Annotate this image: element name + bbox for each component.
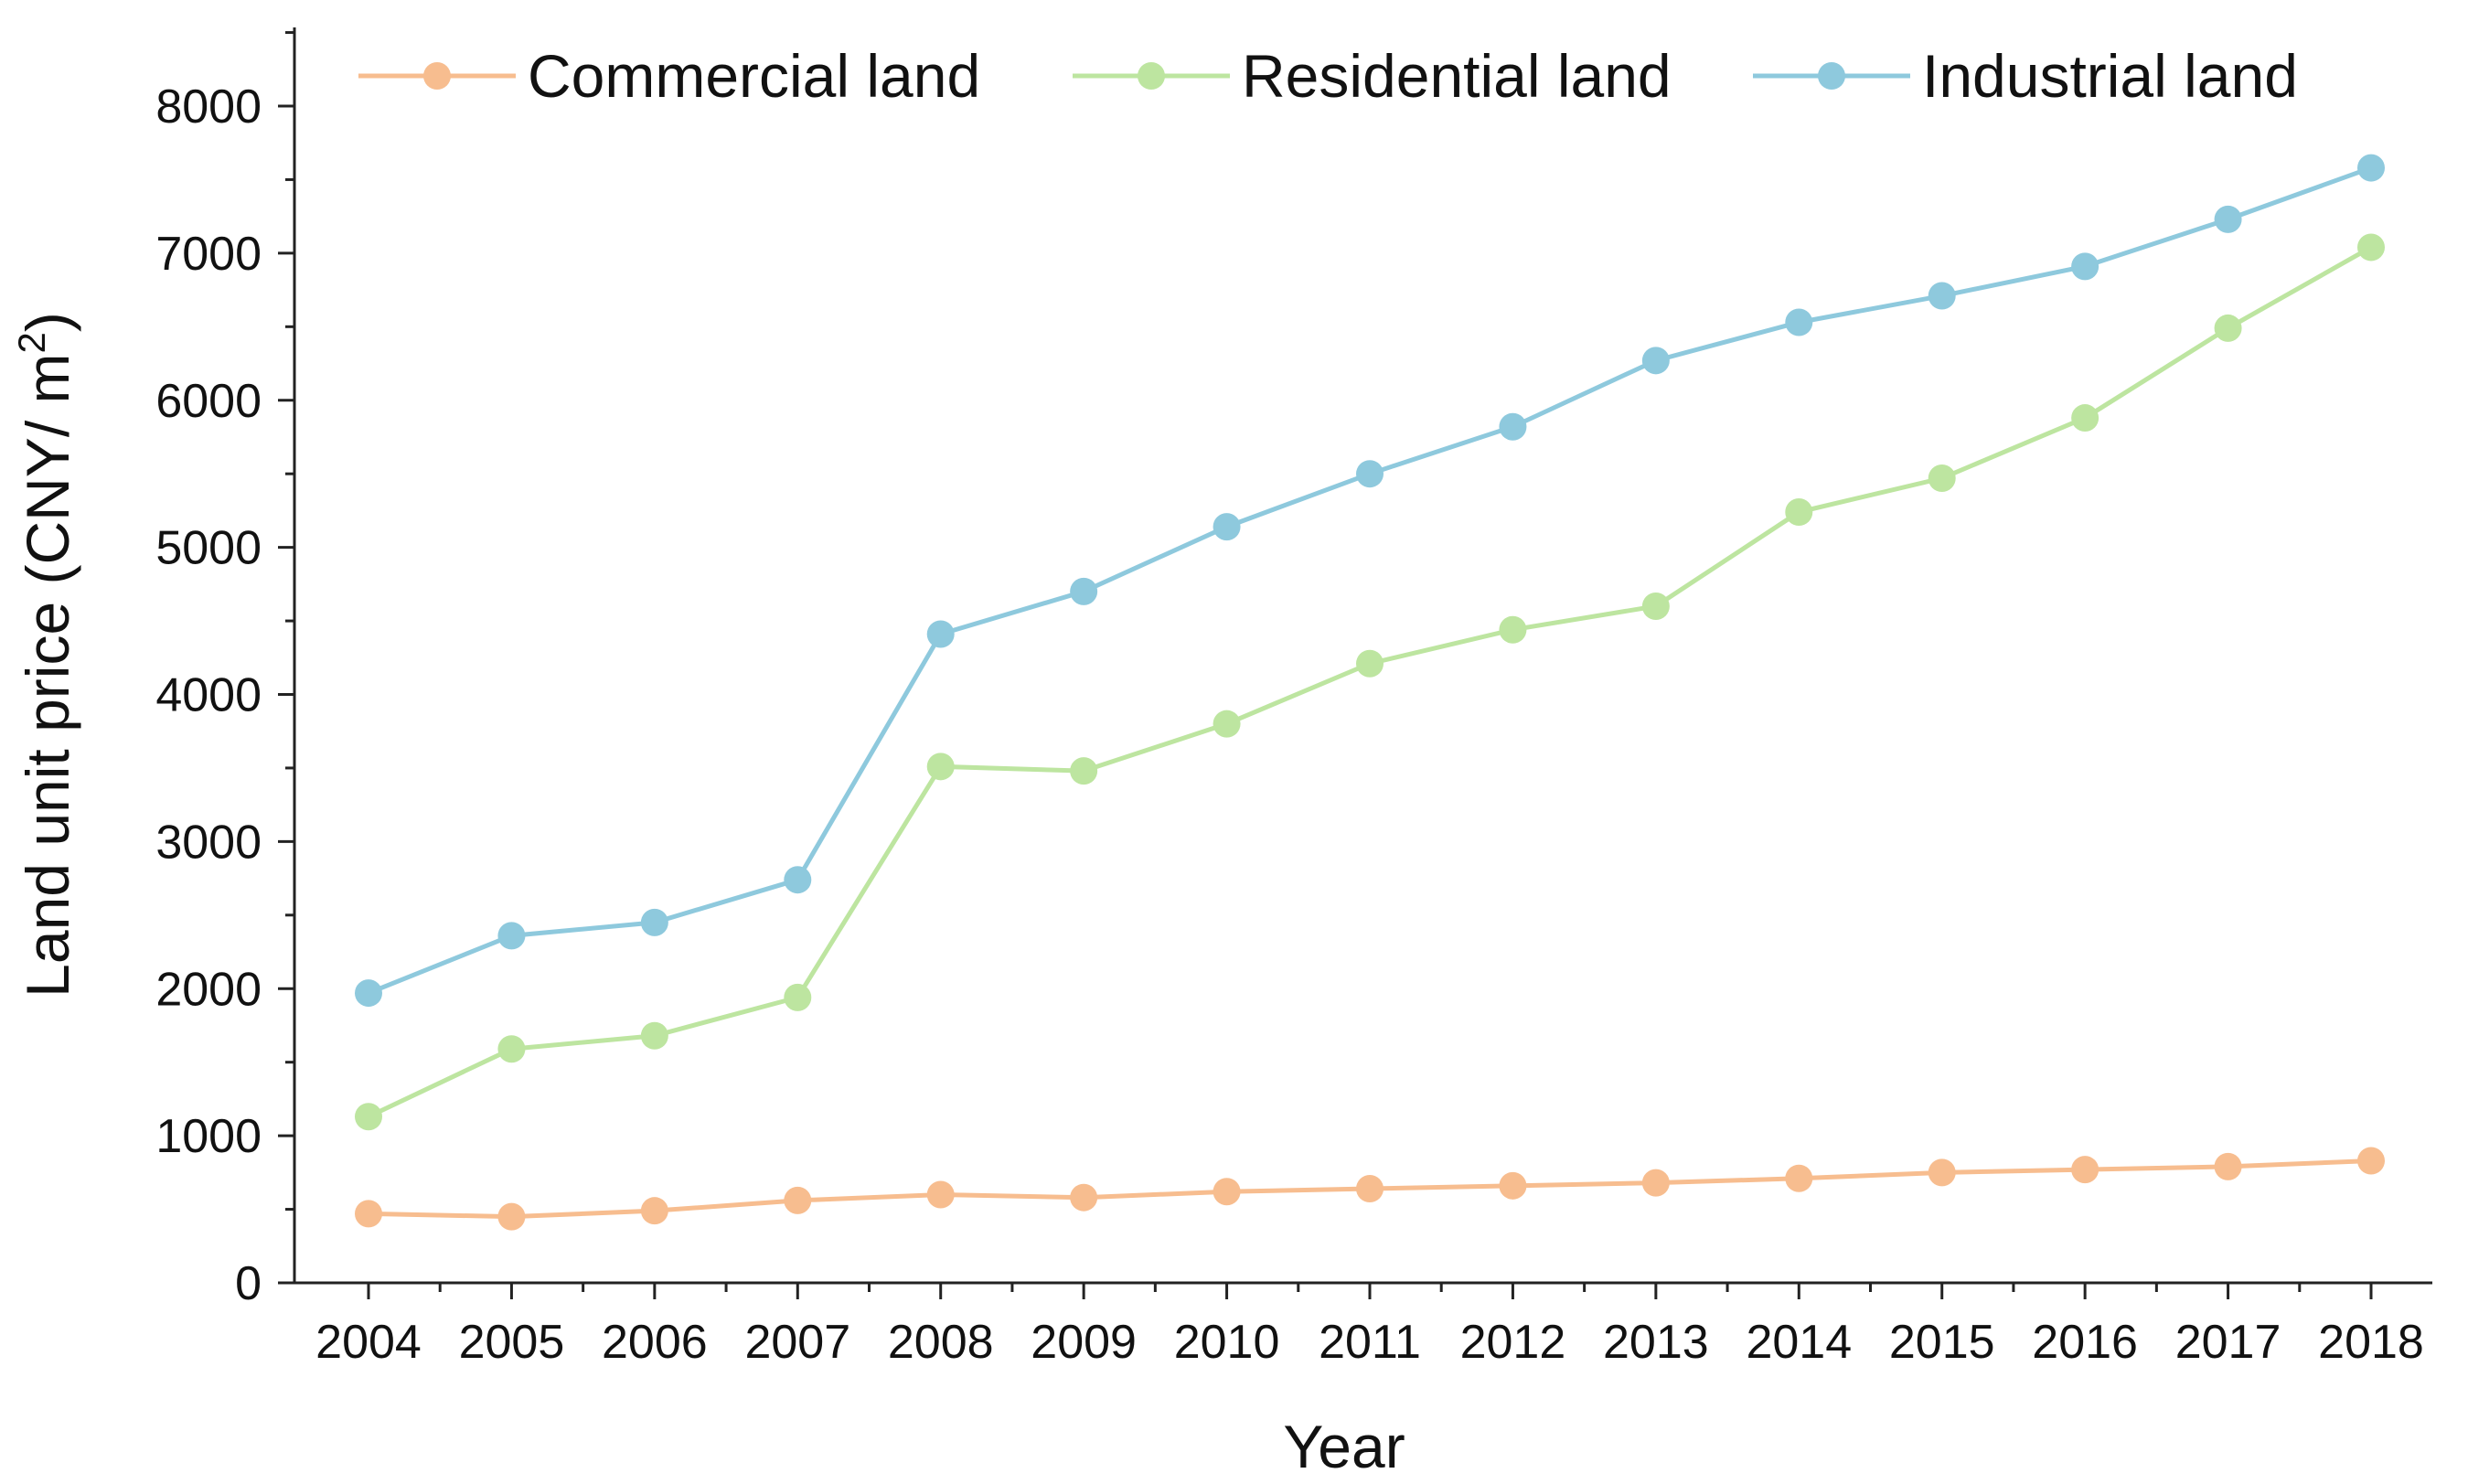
x-tick-label: 2013 [1603, 1316, 1709, 1369]
data-point-industrial-land [926, 620, 955, 648]
data-point-commercial-land [784, 1186, 812, 1214]
x-tick-label: 2011 [1319, 1316, 1421, 1369]
y-tick-label: 1000 [155, 1110, 262, 1163]
data-point-residential-land [1356, 649, 1384, 678]
data-point-residential-land [2357, 233, 2385, 262]
legend-swatch-marker [1138, 62, 1165, 90]
data-point-industrial-land [1356, 460, 1384, 488]
x-tick-label: 2005 [459, 1316, 565, 1369]
data-point-residential-land [640, 1021, 668, 1050]
x-tick-label: 2017 [2175, 1316, 2281, 1369]
data-point-residential-land [2071, 404, 2099, 432]
x-tick-label: 2018 [2318, 1316, 2424, 1369]
data-point-commercial-land [2357, 1147, 2385, 1175]
data-point-commercial-land [926, 1180, 955, 1209]
data-point-industrial-land [1499, 412, 1527, 441]
x-tick-label: 2015 [1889, 1316, 1995, 1369]
x-axis-title: Year [1283, 1413, 1405, 1480]
legend-item-commercial-land: Commercial land [358, 42, 980, 110]
y-axis-title: Land unit price (CNY/ m2) [10, 312, 81, 998]
x-tick-label: 2007 [744, 1316, 850, 1369]
data-point-residential-land [1070, 757, 1098, 785]
y-tick-label: 4000 [155, 669, 262, 722]
data-point-commercial-land [497, 1202, 526, 1231]
y-axis-ticks: 0 1000 2000 3000 4000 5000 6000 7000 8000 [155, 31, 294, 1310]
data-point-residential-land [1499, 615, 1527, 644]
data-point-residential-land [1641, 592, 1670, 620]
y-tick-label: 7000 [155, 228, 262, 281]
x-tick-label: 2008 [888, 1316, 994, 1369]
data-point-industrial-land [640, 908, 668, 936]
legend-label: Industrial land [1922, 42, 2298, 110]
y-tick-label: 5000 [155, 522, 262, 575]
data-point-residential-land [355, 1103, 382, 1131]
x-tick-label: 2004 [315, 1316, 422, 1369]
legend: Commercial land Residential land Industria… [358, 42, 2298, 110]
data-point-industrial-land [497, 922, 526, 950]
series-layer [355, 154, 2385, 1231]
data-point-industrial-land [1213, 513, 1241, 541]
data-point-industrial-land [1641, 347, 1670, 375]
data-point-commercial-land [2214, 1152, 2242, 1180]
data-point-residential-land [1213, 710, 1241, 738]
y-tick-label: 3000 [155, 816, 262, 869]
x-tick-label: 2010 [1174, 1316, 1280, 1369]
data-point-commercial-land [2071, 1156, 2099, 1184]
data-point-industrial-land [2214, 205, 2242, 233]
legend-item-residential-land: Residential land [1073, 42, 1672, 110]
data-point-commercial-land [1641, 1169, 1670, 1197]
data-point-commercial-land [640, 1197, 668, 1225]
data-point-industrial-land [2357, 154, 2385, 182]
series-line-industrial-land [368, 165, 2372, 996]
x-tick-label: 2009 [1031, 1316, 1137, 1369]
y-axis-title-close: ) [14, 312, 81, 332]
data-point-residential-land [1785, 498, 1813, 527]
data-point-residential-land [2214, 314, 2242, 342]
x-tick-label: 2012 [1460, 1316, 1566, 1369]
x-tick-label: 2006 [602, 1316, 708, 1369]
series-commercial-land [355, 1147, 2385, 1231]
data-point-industrial-land [1785, 308, 1813, 336]
series-residential-land [355, 233, 2385, 1131]
legend-swatch-marker [1818, 62, 1845, 90]
data-point-commercial-land [1499, 1171, 1527, 1200]
legend-swatch-marker [423, 62, 451, 90]
x-tick-label: 2014 [1746, 1316, 1852, 1369]
y-tick-label: 6000 [155, 375, 262, 428]
data-point-commercial-land [1070, 1183, 1098, 1212]
y-tick-label: 0 [235, 1257, 262, 1310]
data-point-residential-land [926, 753, 955, 781]
data-point-industrial-land [784, 866, 812, 894]
data-point-commercial-land [1785, 1164, 1813, 1192]
data-point-residential-land [784, 983, 812, 1011]
data-point-industrial-land [2071, 252, 2099, 281]
data-point-industrial-land [1928, 282, 1956, 310]
legend-label: Commercial land [528, 42, 980, 110]
data-point-commercial-land [1356, 1175, 1384, 1203]
legend-item-industrial-land: Industrial land [1753, 42, 2298, 110]
x-axis-ticks: 2004 2005 2006 2007 2008 2009 2010 2011 2012 2013… [315, 1283, 2424, 1369]
data-point-commercial-land [1213, 1178, 1241, 1206]
series-line-residential-land [367, 245, 2373, 1119]
data-point-residential-land [1928, 464, 1956, 493]
x-tick-label: 2016 [2032, 1316, 2138, 1369]
y-tick-label: 8000 [155, 80, 262, 133]
y-tick-label: 2000 [155, 963, 262, 1016]
y-axis-title-main: Land unit price (CNY/ m [14, 354, 81, 998]
series-industrial-land [355, 154, 2385, 1008]
legend-label: Residential land [1242, 42, 1672, 110]
data-point-commercial-land [1928, 1158, 1956, 1187]
data-point-industrial-land [355, 979, 382, 1008]
data-point-industrial-land [1070, 577, 1098, 605]
data-point-commercial-land [355, 1200, 382, 1228]
y-axis-title-superscript: 2 [10, 332, 53, 353]
data-point-residential-land [497, 1035, 526, 1063]
